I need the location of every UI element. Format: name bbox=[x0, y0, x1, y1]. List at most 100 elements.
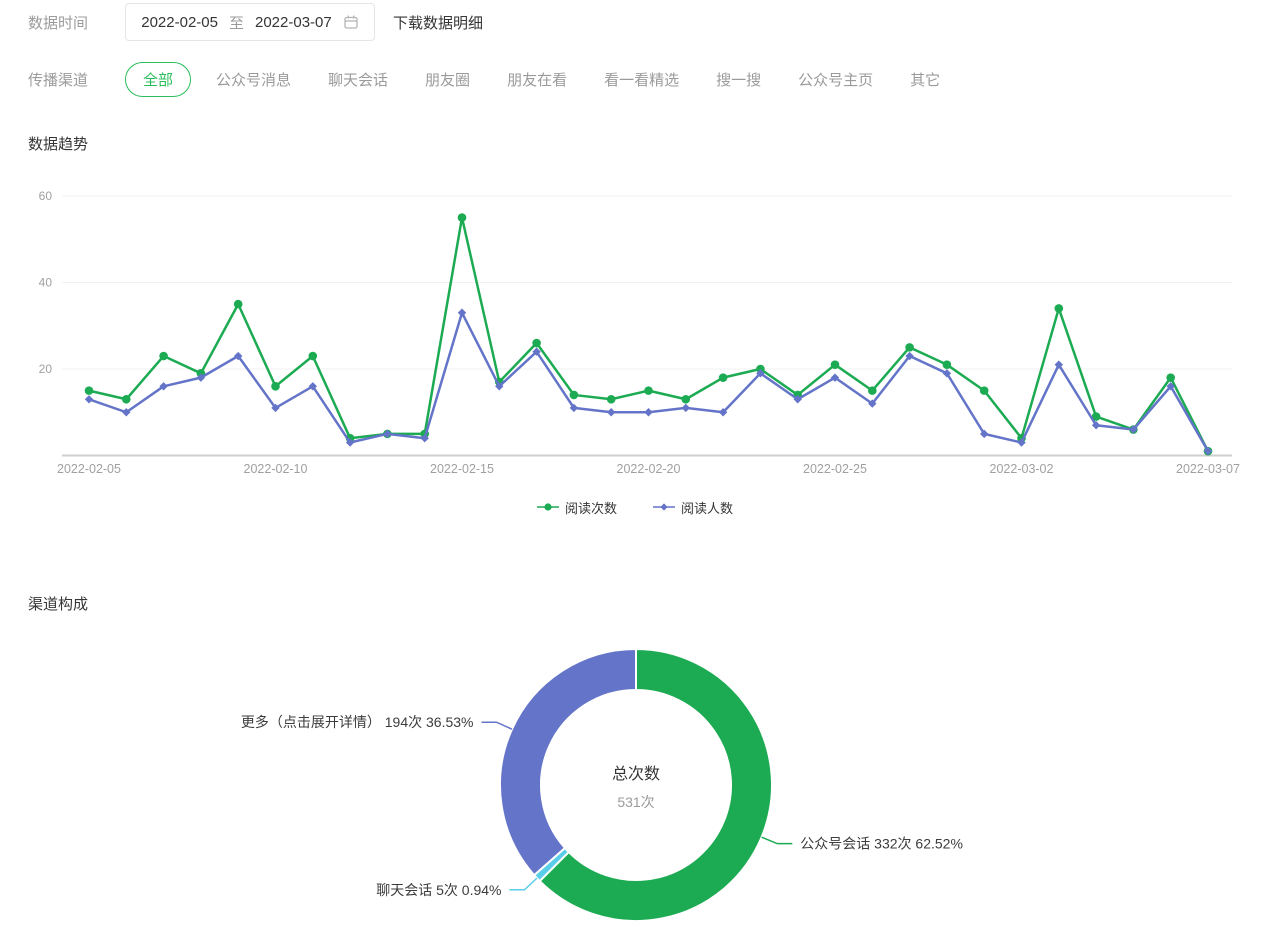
donut-slice-2[interactable] bbox=[499, 647, 637, 877]
date-filter-row: 数据时间 2022-02-05 至 2022-03-07 下载数据明细 bbox=[0, 0, 1270, 41]
y-axis-tick: 40 bbox=[39, 275, 53, 289]
y-axis-tick: 20 bbox=[39, 362, 53, 376]
legend-label: 阅读人数 bbox=[681, 500, 734, 516]
data-point bbox=[1166, 373, 1175, 382]
channel-tab-0[interactable]: 全部 bbox=[125, 62, 192, 97]
data-point bbox=[1129, 425, 1138, 434]
data-point bbox=[383, 429, 392, 439]
circle-marker-icon bbox=[536, 503, 559, 511]
data-point bbox=[681, 394, 691, 404]
channel-tab-6[interactable]: 搜一搜 bbox=[716, 72, 762, 89]
trend-legend: 阅读次数 阅读人数 bbox=[0, 498, 1270, 516]
data-point bbox=[681, 403, 690, 413]
x-axis-tick: 2022-02-10 bbox=[244, 462, 308, 476]
channel-tab-4[interactable]: 朋友在看 bbox=[507, 72, 568, 89]
x-axis-tick: 2022-02-20 bbox=[617, 462, 681, 476]
x-axis-tick: 2022-02-25 bbox=[803, 462, 867, 476]
download-data-link[interactable]: 下载数据明细 bbox=[393, 14, 484, 32]
channel-filter-label: 传播渠道 bbox=[28, 72, 89, 89]
data-point bbox=[1017, 438, 1026, 447]
channel-tab-8[interactable]: 其它 bbox=[910, 72, 941, 89]
data-point bbox=[532, 338, 541, 348]
data-point bbox=[495, 382, 504, 391]
legend-label: 阅读次数 bbox=[564, 500, 617, 516]
trend-chart-svg: 20 40 60 2022-02-05 2022-02-10 2022-02-15 2022… bbox=[39, 189, 1240, 476]
calendar-icon bbox=[344, 15, 358, 29]
x-axis-tick: 2022-02-15 bbox=[430, 462, 494, 476]
data-point bbox=[196, 373, 206, 382]
donut-label-line bbox=[509, 877, 538, 891]
data-point bbox=[457, 213, 467, 222]
channel-tab-5[interactable]: 看一看精选 bbox=[604, 72, 680, 89]
y-axis-tick: 60 bbox=[39, 189, 53, 203]
data-point bbox=[345, 438, 355, 447]
data-point bbox=[942, 360, 952, 369]
donut-slice-label: 聊天会话 5次 0.94% bbox=[376, 882, 501, 898]
channel-tab-3[interactable]: 朋友圈 bbox=[425, 72, 471, 89]
data-point bbox=[84, 386, 94, 395]
data-point bbox=[644, 386, 653, 395]
trend-line-chart: 20 40 60 2022-02-05 2022-02-10 2022-02-15 2022… bbox=[0, 172, 1270, 492]
data-point bbox=[606, 394, 616, 404]
date-start-value[interactable]: 2022-02-05 bbox=[141, 13, 218, 31]
data-point bbox=[420, 433, 429, 443]
donut-label-line bbox=[761, 836, 793, 845]
legend-item-0[interactable]: 阅读次数 bbox=[536, 498, 617, 517]
data-point bbox=[457, 308, 467, 317]
data-point bbox=[644, 408, 653, 417]
data-point bbox=[756, 364, 765, 374]
data-point bbox=[718, 408, 728, 417]
donut-center-label: 总次数 bbox=[612, 765, 660, 783]
channel-tab-7[interactable]: 公众号主页 bbox=[798, 72, 874, 89]
date-separator: 至 bbox=[228, 14, 244, 32]
data-point bbox=[868, 386, 877, 395]
donut-slice-0[interactable] bbox=[538, 647, 773, 922]
data-point bbox=[1166, 382, 1175, 391]
data-point bbox=[532, 347, 541, 356]
data-point bbox=[271, 403, 280, 413]
data-point bbox=[271, 381, 280, 391]
data-point bbox=[1091, 421, 1101, 430]
donut-chart-svg: 公众号会话 332次 62.52% 聊天会话 5次 0.94% 更多（点击展开详情）… bbox=[241, 647, 963, 922]
data-point bbox=[868, 399, 877, 408]
date-filter-label: 数据时间 bbox=[28, 14, 89, 32]
x-axis-tick: 2022-03-02 bbox=[990, 462, 1054, 476]
data-point bbox=[1091, 412, 1101, 421]
data-point bbox=[122, 408, 131, 417]
data-point bbox=[233, 299, 243, 309]
donut-slice-label: 更多（点击展开详情） 194次 36.53% bbox=[241, 714, 474, 730]
data-point bbox=[1054, 304, 1064, 313]
data-point bbox=[905, 351, 914, 361]
data-point bbox=[905, 343, 914, 352]
date-end-value[interactable]: 2022-03-07 bbox=[255, 13, 332, 31]
data-point bbox=[159, 382, 168, 391]
channel-tab-2[interactable]: 聊天会话 bbox=[328, 72, 389, 89]
data-point bbox=[1054, 360, 1063, 369]
channel-tab-1[interactable]: 公众号消息 bbox=[216, 72, 292, 89]
data-point bbox=[569, 403, 579, 413]
data-point bbox=[718, 373, 728, 382]
data-point bbox=[308, 351, 318, 361]
data-point bbox=[756, 369, 765, 378]
data-point bbox=[793, 395, 802, 404]
data-point bbox=[980, 429, 989, 439]
data-point bbox=[830, 373, 840, 382]
donut-slice-label: 公众号会话 332次 62.52% bbox=[800, 836, 963, 852]
trend-section-title: 数据趋势 bbox=[28, 136, 89, 153]
data-point bbox=[122, 394, 131, 404]
donut-label-line bbox=[481, 721, 513, 730]
data-point bbox=[569, 390, 579, 400]
diamond-marker-icon bbox=[653, 503, 675, 511]
data-point bbox=[607, 408, 616, 417]
channel-donut-chart: 公众号会话 332次 62.52% 聊天会话 5次 0.94% 更多（点击展开详情）… bbox=[0, 637, 1270, 927]
date-range-picker[interactable]: 2022-02-05 至 2022-03-07 bbox=[125, 3, 375, 41]
data-point bbox=[84, 395, 94, 404]
data-point bbox=[979, 386, 989, 395]
legend-item-1[interactable]: 阅读人数 bbox=[653, 498, 733, 517]
channel-filter-row: 传播渠道 全部 公众号消息 聊天会话 朋友圈 朋友在看 看一看精选 搜一搜 公众号主页 其它 bbox=[0, 62, 1270, 97]
donut-center-value: 531次 bbox=[617, 794, 654, 810]
data-point bbox=[1203, 446, 1213, 456]
x-axis-tick: 2022-02-05 bbox=[57, 462, 121, 476]
data-point bbox=[942, 369, 952, 378]
data-point bbox=[308, 382, 317, 391]
